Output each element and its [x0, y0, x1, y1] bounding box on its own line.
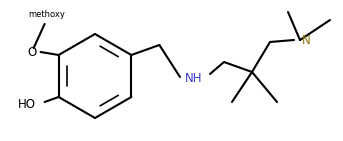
Text: N: N — [301, 35, 310, 48]
Text: O: O — [27, 47, 36, 60]
Text: NH: NH — [185, 72, 203, 85]
Text: HO: HO — [17, 97, 36, 111]
Text: methoxy: methoxy — [28, 10, 65, 19]
